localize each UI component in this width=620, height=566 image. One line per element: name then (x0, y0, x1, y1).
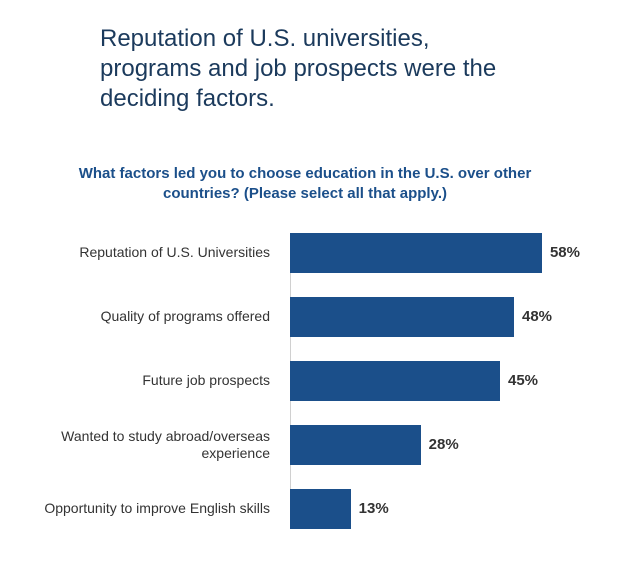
value-label: 13% (359, 500, 389, 517)
category-label: Reputation of U.S. Universities (30, 244, 280, 261)
chart-container: What factors led you to choose education… (30, 164, 590, 529)
bar (290, 361, 500, 401)
chart-row: Wanted to study abroad/overseas experien… (290, 425, 580, 465)
category-label: Future job prospects (30, 372, 280, 389)
chart-row: Future job prospects45% (290, 361, 580, 401)
value-label: 58% (550, 244, 580, 261)
category-label: Wanted to study abroad/overseas experien… (30, 428, 280, 462)
chart-row: Opportunity to improve English skills13% (290, 489, 580, 529)
value-label: 48% (522, 308, 552, 325)
bar (290, 233, 542, 273)
value-label: 45% (508, 372, 538, 389)
chart-row: Quality of programs offered48% (290, 297, 580, 337)
bar (290, 425, 421, 465)
bar (290, 297, 514, 337)
chart-row: Reputation of U.S. Universities58% (290, 233, 580, 273)
bar-chart: Reputation of U.S. Universities58%Qualit… (30, 233, 580, 529)
value-label: 28% (429, 436, 459, 453)
category-label: Quality of programs offered (30, 308, 280, 325)
chart-title: What factors led you to choose education… (75, 164, 535, 205)
bar (290, 489, 351, 529)
category-label: Opportunity to improve English skills (30, 500, 280, 517)
headline: Reputation of U.S. universities, program… (100, 24, 520, 114)
